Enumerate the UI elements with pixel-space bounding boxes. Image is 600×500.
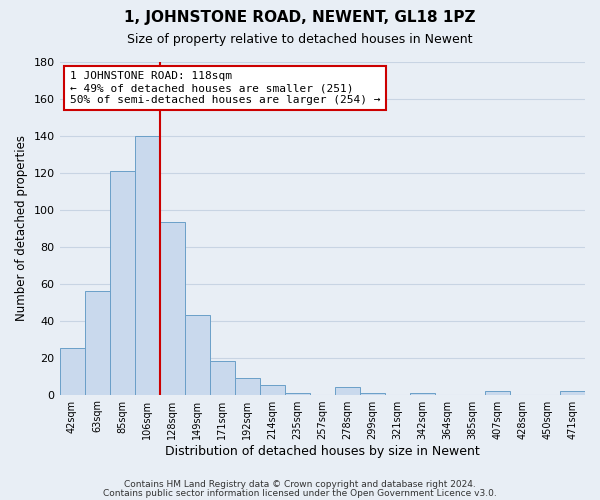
Bar [335, 387, 360, 394]
Bar [560, 391, 585, 394]
Y-axis label: Number of detached properties: Number of detached properties [15, 135, 28, 321]
Bar [110, 170, 134, 394]
Bar [260, 386, 285, 394]
Bar [59, 348, 85, 395]
Bar [360, 392, 385, 394]
Bar [285, 392, 310, 394]
X-axis label: Distribution of detached houses by size in Newent: Distribution of detached houses by size … [165, 444, 479, 458]
Bar [485, 391, 510, 394]
Text: 1, JOHNSTONE ROAD, NEWENT, GL18 1PZ: 1, JOHNSTONE ROAD, NEWENT, GL18 1PZ [124, 10, 476, 25]
Bar [209, 362, 235, 394]
Bar [134, 136, 160, 394]
Bar [85, 291, 110, 395]
Text: Contains public sector information licensed under the Open Government Licence v3: Contains public sector information licen… [103, 488, 497, 498]
Bar [160, 222, 185, 394]
Text: 1 JOHNSTONE ROAD: 118sqm
← 49% of detached houses are smaller (251)
50% of semi-: 1 JOHNSTONE ROAD: 118sqm ← 49% of detach… [70, 72, 380, 104]
Text: Contains HM Land Registry data © Crown copyright and database right 2024.: Contains HM Land Registry data © Crown c… [124, 480, 476, 489]
Bar [410, 392, 435, 394]
Text: Size of property relative to detached houses in Newent: Size of property relative to detached ho… [127, 32, 473, 46]
Bar [185, 315, 209, 394]
Bar [235, 378, 260, 394]
